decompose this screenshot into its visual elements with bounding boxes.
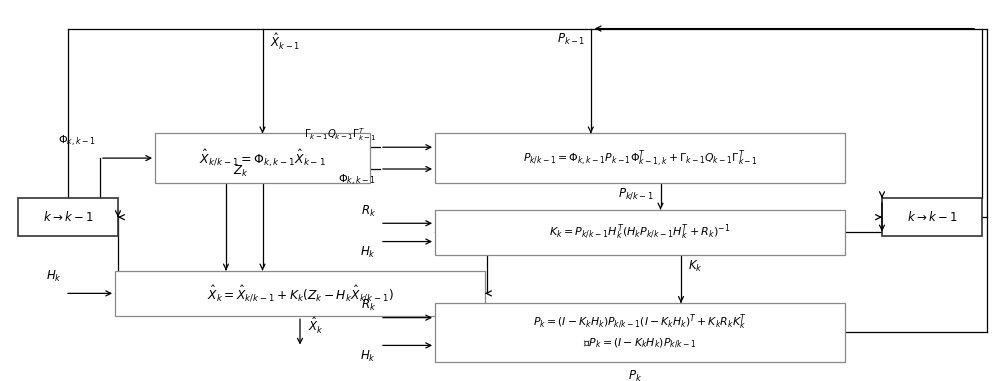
Text: $Z_k$: $Z_k$ [233, 164, 248, 179]
Text: $\hat{X}_k = \hat{X}_{k/k-1} + K_k(Z_k - H_k\hat{X}_{k/k-1})$: $\hat{X}_k = \hat{X}_{k/k-1} + K_k(Z_k -… [207, 283, 393, 303]
Bar [155, 133, 370, 183]
Text: $\Gamma_{k-1}Q_{k-1}\Gamma^T_{k-1}$: $\Gamma_{k-1}Q_{k-1}\Gamma^T_{k-1}$ [304, 126, 376, 142]
Text: $\Phi_{k,k-1}$: $\Phi_{k,k-1}$ [58, 133, 96, 149]
Text: $\hat{X}_k$: $\hat{X}_k$ [308, 316, 324, 336]
Bar [435, 133, 845, 183]
Text: $\Phi_{k,k-1}$: $\Phi_{k,k-1}$ [338, 173, 376, 188]
Bar [435, 210, 845, 255]
Text: $P_{k-1}$: $P_{k-1}$ [557, 32, 586, 48]
Text: $\hat{X}_{k/k-1} = \Phi_{k,k-1}\hat{X}_{k-1}$: $\hat{X}_{k/k-1} = \Phi_{k,k-1}\hat{X}_{… [199, 148, 326, 168]
Bar [435, 303, 845, 362]
Text: $R_k$: $R_k$ [361, 203, 376, 219]
Text: $k\rightarrow k-1$: $k\rightarrow k-1$ [43, 210, 93, 224]
Text: $H_k$: $H_k$ [360, 349, 376, 364]
Text: $P_{k/k-1} = \Phi_{k,k-1}P_{k-1}\Phi^T_{k-1,k} + \Gamma_{k-1}Q_{k-1}\Gamma^T_{k-: $P_{k/k-1} = \Phi_{k,k-1}P_{k-1}\Phi^T_{… [523, 148, 757, 168]
Text: $P_k$: $P_k$ [628, 369, 642, 381]
Text: $R_k$: $R_k$ [361, 298, 376, 313]
Bar [882, 198, 982, 236]
Text: $P_k = (I - K_kH_k)P_{k/k-1}(I - K_kH_k)^T + K_kR_kK_k^T$: $P_k = (I - K_kH_k)P_{k/k-1}(I - K_kH_k)… [533, 312, 747, 331]
Text: $k\rightarrow k-1$: $k\rightarrow k-1$ [907, 210, 957, 224]
Text: $\hat{X}_{k-1}$: $\hat{X}_{k-1}$ [270, 32, 301, 53]
Text: $\text{或}P_k = (I - K_kH_k)P_{k/k-1}$: $\text{或}P_k = (I - K_kH_k)P_{k/k-1}$ [583, 337, 697, 351]
Text: $P_{k/k-1}$: $P_{k/k-1}$ [618, 187, 654, 202]
Bar [115, 271, 485, 316]
Text: $K_k$: $K_k$ [688, 259, 703, 274]
Bar [18, 198, 118, 236]
Text: $H_k$: $H_k$ [360, 245, 376, 261]
Text: $H_k$: $H_k$ [46, 269, 62, 284]
Text: $K_k = P_{k/k-1}H_k^T(H_kP_{k/k-1}H_k^T + R_k)^{-1}$: $K_k = P_{k/k-1}H_k^T(H_kP_{k/k-1}H_k^T … [549, 223, 731, 242]
